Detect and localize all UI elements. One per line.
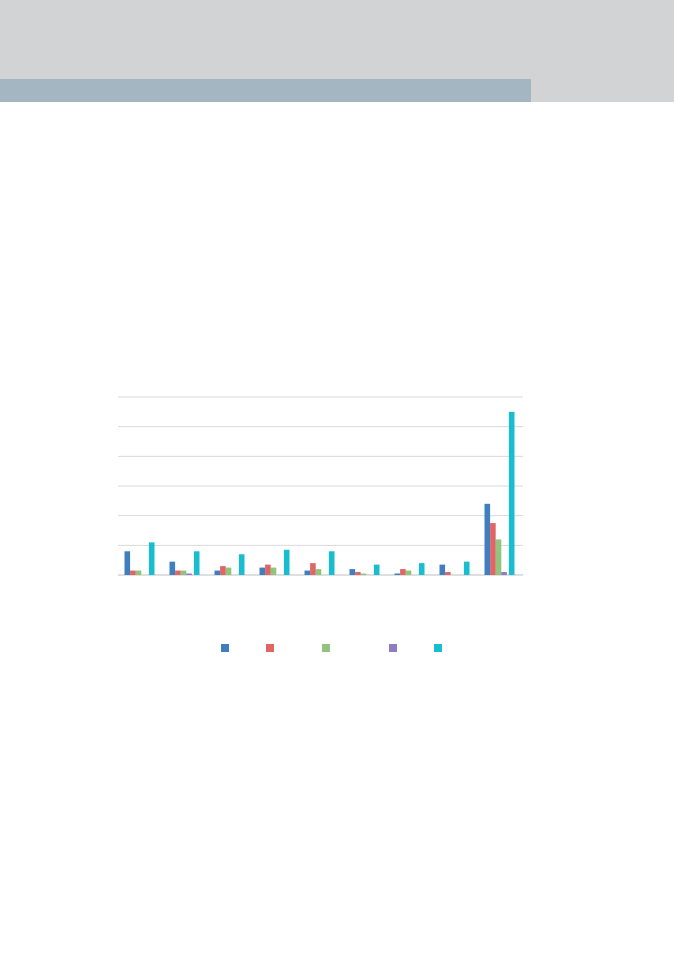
bar-series-3-cat-1 [135,570,142,575]
bar-series-5-cat-6 [373,564,380,575]
bar-chart [118,396,523,652]
bar-series-3-cat-7 [405,570,412,575]
bar-series-3-cat-5 [315,569,322,575]
bar-series-2-cat-9 [490,523,496,575]
bar-series-4-cat-2 [186,573,192,575]
bar-series-5-cat-1 [148,542,155,575]
bar-series-1-cat-6 [349,569,356,575]
legend-swatch-series-2 [266,644,274,652]
bar-series-1-cat-9 [484,503,491,575]
bar-series-2-cat-2 [175,570,181,575]
bar-series-2-cat-7 [400,569,406,575]
bar-series-1-cat-5 [304,570,311,575]
bar-series-2-cat-4 [265,564,271,575]
bar-series-1-cat-7 [394,573,401,575]
bar-series-5-cat-3 [238,554,245,575]
bar-series-5-cat-4 [283,549,290,575]
bar-series-5-cat-5 [328,551,335,575]
bar-series-3-cat-3 [225,567,232,575]
bar-series-3-cat-2 [180,570,187,575]
bar-series-5-cat-9 [508,411,515,575]
bar-series-3-cat-4 [270,567,277,575]
chart-container [100,385,545,665]
legend-swatch-series-3 [322,644,330,652]
bar-series-3-cat-9 [495,539,502,575]
bar-series-4-cat-9 [501,572,507,575]
legend-swatch-series-5 [434,644,442,652]
bar-series-3-cat-6 [360,573,367,575]
bar-series-5-cat-8 [463,561,470,575]
bar-series-2-cat-6 [355,572,361,575]
bar-series-5-cat-7 [418,563,425,575]
bar-series-2-cat-8 [445,572,451,575]
bar-series-1-cat-3 [214,570,221,575]
legend-swatch-series-4 [389,644,397,652]
bar-series-2-cat-3 [220,566,226,575]
bar-series-1-cat-2 [169,561,176,575]
bar-series-2-cat-1 [130,570,136,575]
bar-series-2-cat-5 [310,563,316,575]
legend-swatch-series-1 [221,644,229,652]
bar-series-1-cat-4 [259,567,266,575]
header-accent-bar [0,79,531,102]
bar-series-1-cat-1 [124,551,131,575]
bar-series-1-cat-8 [439,564,446,575]
bar-series-5-cat-2 [193,551,200,575]
